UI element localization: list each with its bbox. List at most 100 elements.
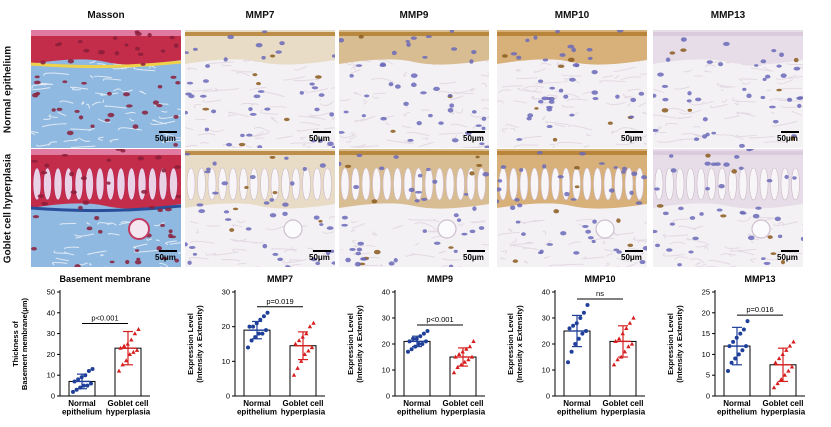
data-point xyxy=(744,344,748,349)
chart-title: Basement membrane xyxy=(59,274,150,284)
significance-label: ns xyxy=(596,289,604,298)
data-point xyxy=(771,385,777,390)
data-point xyxy=(581,310,586,315)
data-point xyxy=(420,342,425,346)
data-point xyxy=(134,347,140,352)
data-point xyxy=(789,364,795,369)
y-tick-label: 15 xyxy=(702,329,710,338)
x-tick-label: Normal xyxy=(403,399,431,408)
chart-title: MMP13 xyxy=(744,274,775,284)
x-tick-label: hyperplasia xyxy=(441,408,486,417)
data-point xyxy=(627,320,633,325)
x-tick-label: epithelium xyxy=(237,408,277,417)
data-point xyxy=(631,315,636,320)
histology-panel-mmp9-normal xyxy=(339,30,489,148)
scale-bar-label: 50μm xyxy=(621,134,642,143)
data-point xyxy=(741,327,746,332)
column-title-mmp10: MMP10 xyxy=(554,10,590,21)
data-point xyxy=(791,339,796,344)
data-point xyxy=(578,316,583,320)
chart-mmp7: MMP7 Expression Level (Intensity x Extensi… xyxy=(175,272,340,427)
x-tick-label: epithelium xyxy=(717,408,757,417)
data-point xyxy=(295,365,300,370)
scale-bar-label: 50μm xyxy=(621,253,642,262)
y-tick-label: 10 xyxy=(702,350,710,359)
x-tick-label: hyperplasia xyxy=(281,408,326,417)
data-point xyxy=(467,344,473,349)
y-tick-label: 0 xyxy=(51,392,55,401)
y-axis-label: Expression Level xyxy=(666,313,675,375)
histology-panel-mmp10-hyperplasia xyxy=(497,149,647,267)
y-tick-label: 50 xyxy=(47,288,55,297)
data-point xyxy=(782,372,787,377)
data-point xyxy=(459,362,464,367)
x-tick-label: epithelium xyxy=(557,408,597,417)
column-title-mmp7: MMP7 xyxy=(245,10,275,21)
data-point xyxy=(253,335,258,340)
histology-panel-mmp9-hyperplasia xyxy=(339,149,489,267)
significance-label: p<0.001 xyxy=(91,313,118,322)
bar xyxy=(403,340,431,397)
data-point xyxy=(260,331,265,336)
scale-bar-label: 50μm xyxy=(463,253,484,262)
scale-bar-line xyxy=(625,131,643,133)
y-tick-label: 30 xyxy=(222,288,230,297)
data-point xyxy=(246,345,250,350)
y-axis-label: Thickness of xyxy=(11,321,20,367)
row-label-normal: Normal epithelium xyxy=(2,45,14,134)
data-point xyxy=(611,362,617,367)
scale-bar-label: 50μm xyxy=(309,134,330,143)
data-point xyxy=(731,339,736,344)
chart-title: MMP10 xyxy=(584,274,615,284)
column-title-masson: Masson xyxy=(87,10,125,21)
data-point xyxy=(127,352,132,356)
y-tick-label: 20 xyxy=(382,340,390,349)
y-axis-label: (Intensity x Extensity) xyxy=(675,305,684,383)
histology-panel-mmp7-hyperplasia xyxy=(185,149,335,267)
scale-bar-label: 50μm xyxy=(777,134,798,143)
y-tick-label: 10 xyxy=(222,357,230,366)
scale-bar-line xyxy=(467,131,485,133)
data-point xyxy=(576,336,581,341)
x-tick-label: Goblet cell xyxy=(443,399,484,408)
data-point xyxy=(247,324,252,329)
data-point xyxy=(784,347,789,352)
data-point xyxy=(116,368,122,373)
significance-label: p=0.019 xyxy=(266,297,293,306)
data-point xyxy=(291,372,297,377)
data-point xyxy=(626,344,631,349)
data-point xyxy=(471,339,476,343)
data-point xyxy=(585,303,590,307)
scale-bar-line xyxy=(159,131,177,133)
data-point xyxy=(629,341,635,346)
y-axis-label: Expression Level xyxy=(186,313,195,375)
x-tick-label: Goblet cell xyxy=(603,399,644,408)
data-point xyxy=(729,360,734,365)
data-point xyxy=(89,381,93,386)
scale-bar-line xyxy=(159,250,177,252)
y-tick-label: 0 xyxy=(706,392,710,401)
y-axis-label: (Intensity x Extensity) xyxy=(195,305,204,383)
chart-title: MMP7 xyxy=(267,274,293,284)
data-point xyxy=(406,349,410,354)
data-point xyxy=(740,348,745,353)
scale-bar-line xyxy=(313,131,331,133)
data-point xyxy=(464,346,469,351)
data-point xyxy=(567,326,572,331)
data-point xyxy=(462,359,467,364)
data-point xyxy=(304,331,309,336)
scale-bar-line xyxy=(625,250,643,252)
histology-panel-mmp13-normal xyxy=(653,30,803,148)
significance-label: p=0.016 xyxy=(746,305,773,314)
y-tick-label: 25 xyxy=(702,288,710,297)
data-point xyxy=(566,360,570,365)
y-tick-label: 30 xyxy=(47,329,55,338)
data-point xyxy=(773,360,778,365)
data-point xyxy=(733,356,738,361)
row-label-hyperplasia: Goblet cell hyperplasia xyxy=(2,153,14,264)
data-point xyxy=(456,352,462,356)
data-point xyxy=(616,336,622,341)
histology-panel-masson-hyperplasia xyxy=(31,149,181,267)
data-point xyxy=(409,347,414,352)
data-point xyxy=(779,376,784,381)
